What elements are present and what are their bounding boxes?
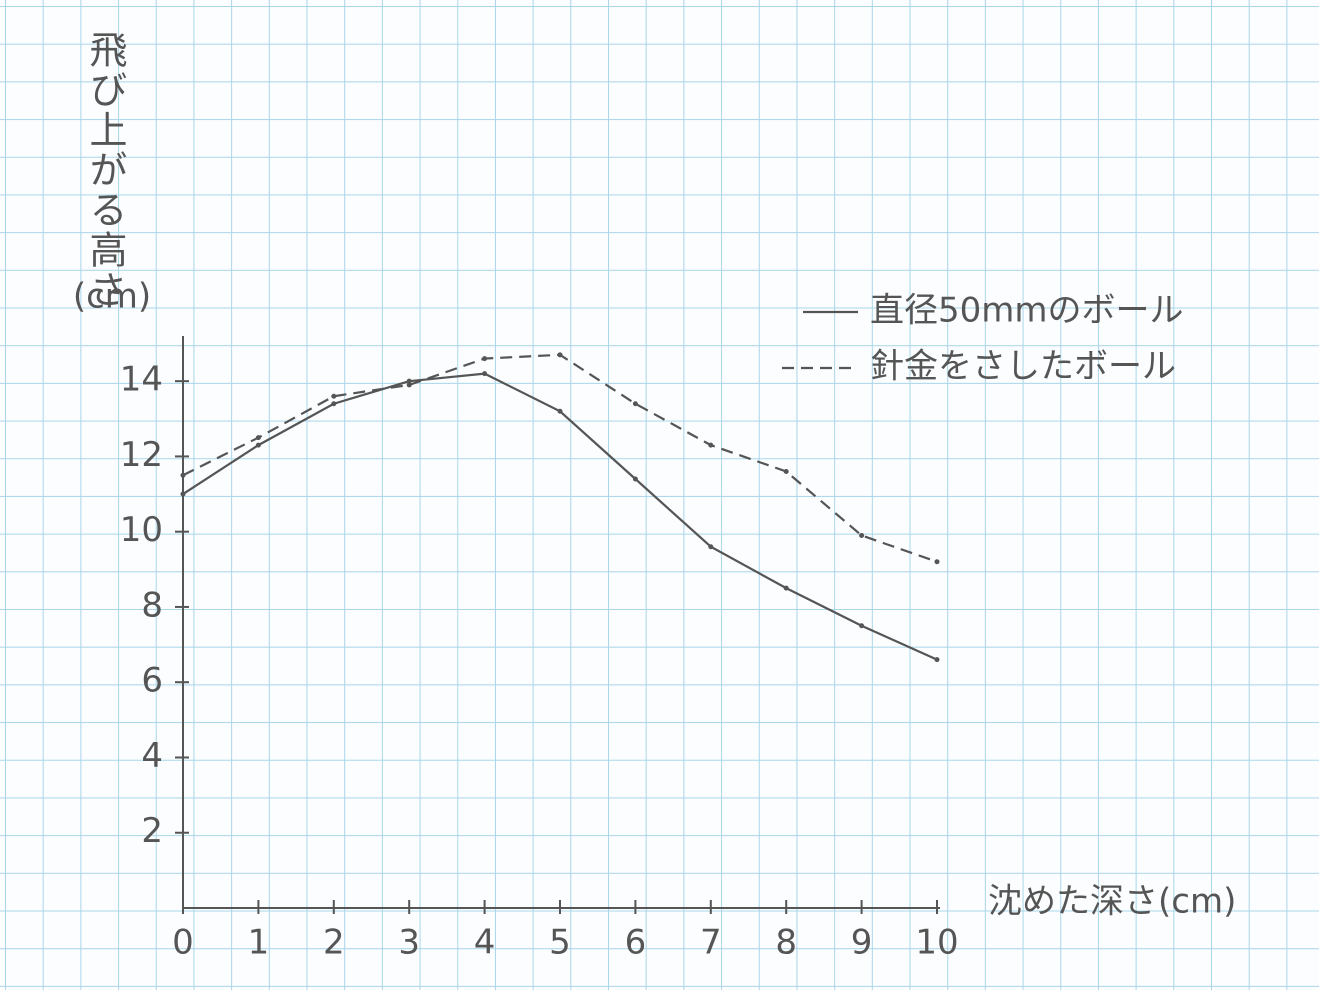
point (255, 442, 261, 448)
point (482, 356, 488, 362)
point (708, 544, 714, 550)
y-tick-label: 2 (141, 811, 163, 851)
point (632, 401, 638, 407)
point (557, 408, 563, 414)
point (406, 382, 412, 388)
x-tick-label: 5 (549, 923, 571, 963)
y-tick-label: 10 (120, 510, 163, 550)
point (859, 532, 865, 538)
point (934, 657, 940, 663)
point (859, 623, 865, 629)
x-tick-label: 10 (915, 923, 958, 963)
x-tick-label: 4 (474, 923, 496, 963)
x-tick-label: 1 (248, 923, 270, 963)
x-tick-label: 3 (398, 923, 420, 963)
x-axis-label: 沈めた深さ(cm) (988, 882, 1236, 922)
point (557, 352, 563, 358)
point (331, 393, 337, 399)
y-tick-label: 4 (141, 736, 163, 776)
point (180, 491, 186, 497)
y-tick-label: 12 (120, 435, 163, 475)
point (783, 468, 789, 474)
point (406, 378, 412, 384)
x-tick-label: 2 (323, 923, 345, 963)
y-tick-label: 8 (141, 585, 163, 625)
y-tick-label: 14 (120, 360, 163, 400)
point (331, 401, 337, 407)
point (632, 476, 638, 482)
point (783, 585, 789, 591)
point (708, 442, 714, 448)
x-tick-label: 9 (851, 923, 873, 963)
point (934, 559, 940, 565)
point (255, 435, 261, 441)
point (180, 472, 186, 478)
legend-label: 針金をさしたボール (870, 347, 1176, 387)
x-tick-label: 6 (625, 923, 647, 963)
series-line (182, 372, 938, 661)
point (482, 371, 488, 377)
y-axis-unit: (cm) (73, 277, 151, 317)
y-tick-label: 6 (141, 661, 163, 701)
x-tick-label: 8 (775, 923, 797, 963)
x-tick-label: 7 (700, 923, 722, 963)
y-axis-label: 飛び上がる高さ (83, 30, 127, 310)
x-tick-label: 0 (172, 923, 194, 963)
legend-label: 直径50mmのボール (870, 291, 1184, 331)
series-line (182, 353, 938, 563)
